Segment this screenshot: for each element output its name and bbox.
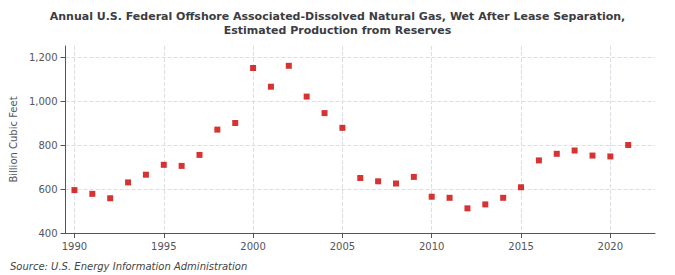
svg-text:Annual U.S. Federal Offshore A: Annual U.S. Federal Offshore Associated-… xyxy=(50,10,626,23)
svg-text:Billion Cubic Feet: Billion Cubic Feet xyxy=(8,96,19,182)
svg-text:1,200: 1,200 xyxy=(29,52,58,63)
svg-text:2000: 2000 xyxy=(240,241,265,252)
svg-text:Source: U.S. Energy Informatio: Source: U.S. Energy Information Administ… xyxy=(10,261,247,272)
svg-text:2015: 2015 xyxy=(508,241,533,252)
svg-text:2005: 2005 xyxy=(330,241,355,252)
svg-text:2020: 2020 xyxy=(598,241,623,252)
svg-text:1,000: 1,000 xyxy=(29,96,58,107)
svg-text:1995: 1995 xyxy=(151,241,176,252)
svg-text:Estimated Production from Rese: Estimated Production from Reserves xyxy=(224,24,452,37)
svg-text:1990: 1990 xyxy=(62,241,87,252)
svg-text:400: 400 xyxy=(38,228,57,239)
svg-text:2010: 2010 xyxy=(419,241,444,252)
svg-text:600: 600 xyxy=(38,184,57,195)
svg-text:800: 800 xyxy=(38,140,57,151)
